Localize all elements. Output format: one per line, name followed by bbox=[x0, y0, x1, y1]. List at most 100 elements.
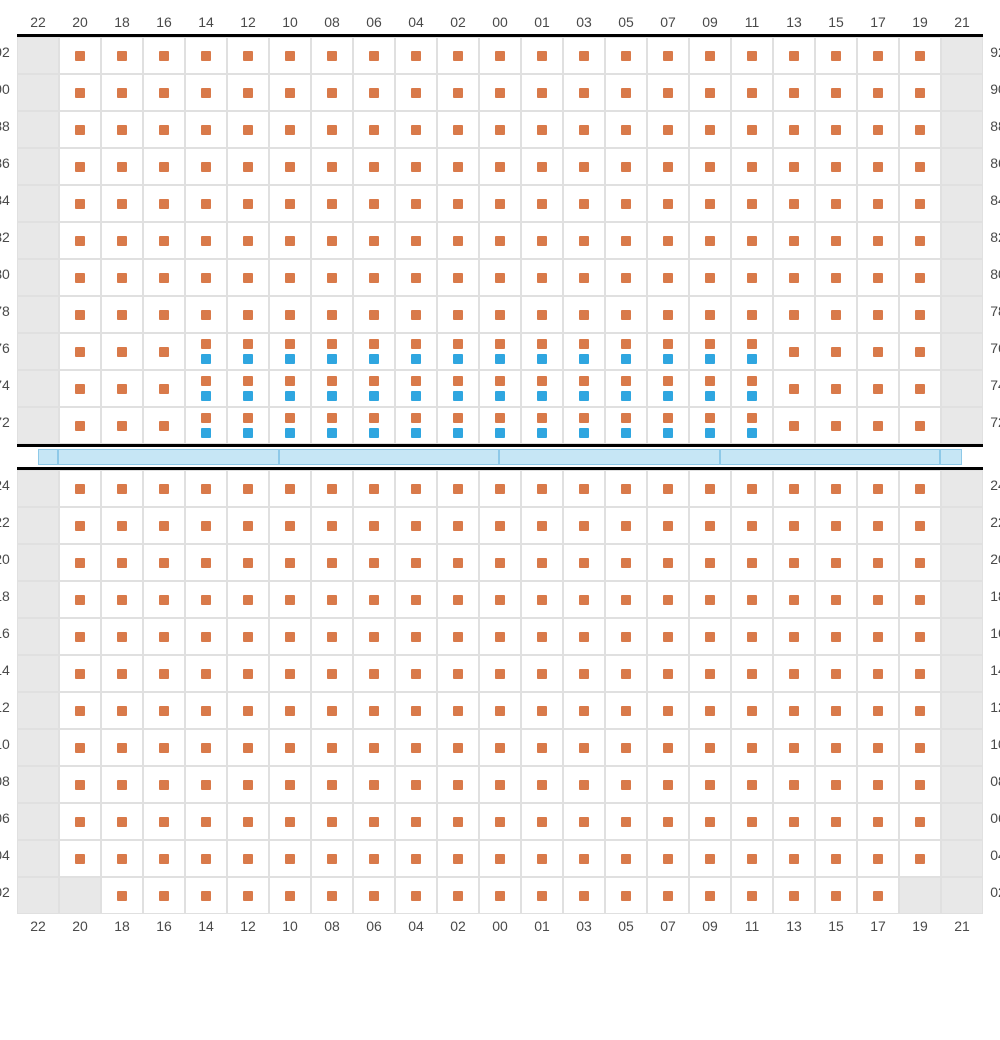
cell[interactable] bbox=[353, 544, 395, 581]
cell[interactable] bbox=[269, 729, 311, 766]
cell[interactable] bbox=[269, 296, 311, 333]
cell[interactable] bbox=[185, 766, 227, 803]
cell[interactable] bbox=[353, 111, 395, 148]
cell[interactable] bbox=[647, 74, 689, 111]
cell[interactable] bbox=[311, 729, 353, 766]
cell[interactable] bbox=[101, 333, 143, 370]
cell[interactable] bbox=[689, 507, 731, 544]
cell[interactable] bbox=[941, 111, 983, 148]
cell[interactable] bbox=[857, 581, 899, 618]
cell[interactable] bbox=[605, 333, 647, 370]
cell[interactable] bbox=[479, 729, 521, 766]
cell[interactable] bbox=[101, 507, 143, 544]
cell[interactable] bbox=[101, 37, 143, 74]
cell[interactable] bbox=[185, 729, 227, 766]
cell[interactable] bbox=[689, 581, 731, 618]
cell[interactable] bbox=[59, 333, 101, 370]
cell[interactable] bbox=[227, 333, 269, 370]
cell[interactable] bbox=[731, 840, 773, 877]
cell[interactable] bbox=[311, 544, 353, 581]
cell[interactable] bbox=[647, 655, 689, 692]
cell[interactable] bbox=[731, 222, 773, 259]
cell[interactable] bbox=[185, 74, 227, 111]
cell[interactable] bbox=[773, 618, 815, 655]
cell[interactable] bbox=[605, 37, 647, 74]
cell[interactable] bbox=[899, 840, 941, 877]
cell[interactable] bbox=[311, 803, 353, 840]
cell[interactable] bbox=[605, 74, 647, 111]
cell[interactable] bbox=[479, 259, 521, 296]
cell[interactable] bbox=[101, 840, 143, 877]
cell[interactable] bbox=[59, 185, 101, 222]
cell[interactable] bbox=[143, 729, 185, 766]
cell[interactable] bbox=[17, 618, 59, 655]
cell[interactable] bbox=[941, 581, 983, 618]
cell[interactable] bbox=[227, 877, 269, 914]
cell[interactable] bbox=[143, 507, 185, 544]
cell[interactable] bbox=[227, 470, 269, 507]
cell[interactable] bbox=[269, 37, 311, 74]
cell[interactable] bbox=[353, 185, 395, 222]
cell[interactable] bbox=[773, 544, 815, 581]
cell[interactable] bbox=[563, 259, 605, 296]
cell[interactable] bbox=[605, 544, 647, 581]
cell[interactable] bbox=[437, 803, 479, 840]
cell[interactable] bbox=[857, 618, 899, 655]
cell[interactable] bbox=[731, 877, 773, 914]
cell[interactable] bbox=[689, 148, 731, 185]
cell[interactable] bbox=[647, 877, 689, 914]
cell[interactable] bbox=[941, 407, 983, 444]
cell[interactable] bbox=[437, 111, 479, 148]
cell[interactable] bbox=[143, 37, 185, 74]
cell[interactable] bbox=[101, 470, 143, 507]
cell[interactable] bbox=[773, 407, 815, 444]
cell[interactable] bbox=[521, 729, 563, 766]
cell[interactable] bbox=[899, 74, 941, 111]
cell[interactable] bbox=[395, 544, 437, 581]
cell[interactable] bbox=[227, 407, 269, 444]
cell[interactable] bbox=[437, 618, 479, 655]
cell[interactable] bbox=[605, 407, 647, 444]
cell[interactable] bbox=[479, 581, 521, 618]
cell[interactable] bbox=[605, 370, 647, 407]
cell[interactable] bbox=[899, 370, 941, 407]
cell[interactable] bbox=[563, 840, 605, 877]
cell[interactable] bbox=[899, 259, 941, 296]
cell[interactable] bbox=[269, 148, 311, 185]
cell[interactable] bbox=[815, 840, 857, 877]
cell[interactable] bbox=[395, 296, 437, 333]
cell[interactable] bbox=[227, 766, 269, 803]
cell[interactable] bbox=[437, 470, 479, 507]
cell[interactable] bbox=[59, 544, 101, 581]
cell[interactable] bbox=[773, 370, 815, 407]
cell[interactable] bbox=[185, 370, 227, 407]
cell[interactable] bbox=[395, 655, 437, 692]
cell[interactable] bbox=[479, 618, 521, 655]
cell[interactable] bbox=[563, 37, 605, 74]
cell[interactable] bbox=[689, 222, 731, 259]
cell[interactable] bbox=[689, 111, 731, 148]
cell[interactable] bbox=[731, 655, 773, 692]
cell[interactable] bbox=[353, 729, 395, 766]
cell[interactable] bbox=[269, 877, 311, 914]
cell[interactable] bbox=[773, 148, 815, 185]
cell[interactable] bbox=[773, 803, 815, 840]
cell[interactable] bbox=[941, 692, 983, 729]
cell[interactable] bbox=[101, 877, 143, 914]
cell[interactable] bbox=[437, 296, 479, 333]
cell[interactable] bbox=[647, 333, 689, 370]
cell[interactable] bbox=[437, 407, 479, 444]
cell[interactable] bbox=[605, 581, 647, 618]
cell[interactable] bbox=[521, 370, 563, 407]
cell[interactable] bbox=[899, 544, 941, 581]
cell[interactable] bbox=[689, 766, 731, 803]
cell[interactable] bbox=[689, 407, 731, 444]
cell[interactable] bbox=[857, 296, 899, 333]
cell[interactable] bbox=[815, 148, 857, 185]
cell[interactable] bbox=[773, 333, 815, 370]
cell[interactable] bbox=[521, 544, 563, 581]
cell[interactable] bbox=[143, 840, 185, 877]
cell[interactable] bbox=[521, 37, 563, 74]
cell[interactable] bbox=[731, 370, 773, 407]
cell[interactable] bbox=[941, 74, 983, 111]
